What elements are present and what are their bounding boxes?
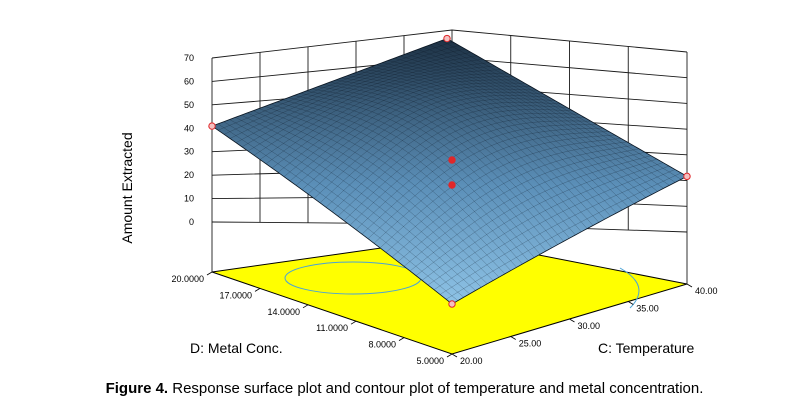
surface-mesh-line <box>382 62 623 210</box>
y-tick-mark <box>206 271 213 276</box>
surface-mesh-line <box>241 55 478 148</box>
caption-text: Response surface plot and contour plot o… <box>168 380 704 397</box>
y-axis-label: D: Metal Conc. <box>190 340 283 356</box>
surface-mesh-line <box>399 55 641 201</box>
x-tick-mark <box>510 336 516 340</box>
surface-mesh-line <box>341 77 582 232</box>
surface-mesh-line <box>376 64 617 214</box>
z-tick-label: 30 <box>184 147 194 157</box>
response-surface <box>211 38 688 305</box>
design-point <box>443 34 451 43</box>
y-tick-label: 20.0000 <box>171 274 204 284</box>
x-tick-label: 30.00 <box>578 321 601 331</box>
x-tick-mark <box>628 301 634 305</box>
surface-mesh-line <box>423 47 664 189</box>
design-point-center <box>448 156 456 164</box>
z-tick-label: 50 <box>184 100 194 110</box>
surface-mesh-line <box>405 53 646 198</box>
x-tick-mark <box>569 318 575 323</box>
x-tick-mark <box>686 283 693 288</box>
surface-mesh-line <box>370 66 611 217</box>
surface-mesh-line <box>301 88 538 190</box>
surface-mesh-line <box>352 73 594 226</box>
z-axis-label: Amount Extracted <box>119 132 135 243</box>
surface-mesh-line <box>229 48 466 139</box>
surface-mesh-line <box>394 58 635 204</box>
x-tick-label: 40.00 <box>695 286 718 296</box>
surface-mesh-line <box>313 95 550 199</box>
surface-mesh-line <box>347 75 588 229</box>
surface-mesh-line <box>271 72 508 169</box>
surface-mesh-line <box>411 51 652 195</box>
x-tick-label: 35.00 <box>636 304 659 314</box>
surface-mesh-line <box>223 45 460 135</box>
caption-label: Figure 4. <box>105 380 169 397</box>
surface-mesh-line <box>295 85 532 186</box>
z-tick-label: 60 <box>184 76 194 86</box>
z-tick-label: 10 <box>184 194 194 204</box>
surface-mesh-line <box>211 38 448 127</box>
surface-mesh-line <box>335 79 576 236</box>
y-tick-mark <box>350 320 357 325</box>
surface-mesh-line <box>235 52 472 143</box>
y-tick-label: 5.0000 <box>416 356 444 366</box>
surface-mesh-line <box>253 62 490 156</box>
x-tick-label: 20.00 <box>460 356 483 366</box>
surface-mesh-line <box>435 42 676 183</box>
surface-mesh-line <box>364 69 605 220</box>
surface-mesh-line <box>417 49 658 192</box>
x-tick-mark <box>451 353 458 358</box>
surface-mesh-line <box>331 105 568 212</box>
response-surface-chart: 0 10 20 30 40 50 60 70 20.00 25.00 30.00 35.00 40.0… <box>119 29 718 366</box>
surface-mesh-line <box>259 65 496 160</box>
z-tick-label: 40 <box>184 123 194 133</box>
x-axis-ticks: 20.00 25.00 30.00 35.00 40.00 <box>451 283 718 366</box>
surface-mesh-line <box>429 44 670 186</box>
y-tick-mark <box>398 337 405 341</box>
y-tick-mark <box>254 288 261 292</box>
design-point-center <box>448 181 456 189</box>
y-tick-label: 8.0000 <box>368 340 396 350</box>
surface-mesh-line <box>388 60 629 207</box>
x-tick-label: 25.00 <box>519 339 542 349</box>
design-point <box>448 300 456 308</box>
surface-mesh-line <box>446 38 688 177</box>
surface-mesh-line <box>325 102 562 208</box>
design-point <box>208 122 216 130</box>
surface-mesh-line <box>217 41 454 131</box>
z-axis-ticks: 0 10 20 30 40 50 60 70 <box>184 53 194 227</box>
surface-mesh-line <box>265 69 502 164</box>
z-tick-label: 70 <box>184 53 194 63</box>
surface-mesh-line <box>307 92 544 195</box>
x-axis-label: C: Temperature <box>598 340 694 356</box>
z-tick-label: 0 <box>189 217 194 227</box>
y-axis-ticks: 5.0000 8.0000 11.0000 14.0000 17.0000 20.0000 <box>171 271 453 366</box>
figure-caption: Figure 4. Response surface plot and cont… <box>0 380 809 397</box>
design-point <box>683 172 691 181</box>
y-tick-label: 11.0000 <box>316 323 348 333</box>
surface-mesh-line <box>441 40 682 180</box>
y-tick-mark <box>446 353 453 358</box>
y-tick-label: 14.0000 <box>267 307 300 317</box>
design-points <box>208 34 691 308</box>
y-tick-label: 17.0000 <box>219 290 252 300</box>
surface-mesh-line <box>283 79 520 177</box>
surface-mesh-line <box>247 59 484 152</box>
z-tick-label: 20 <box>184 170 194 180</box>
surface-mesh-line <box>358 71 600 223</box>
surface-mesh-line <box>319 98 556 203</box>
y-tick-mark <box>302 304 309 309</box>
surface-mesh-line <box>289 82 526 182</box>
surface-mesh-line <box>277 76 514 173</box>
